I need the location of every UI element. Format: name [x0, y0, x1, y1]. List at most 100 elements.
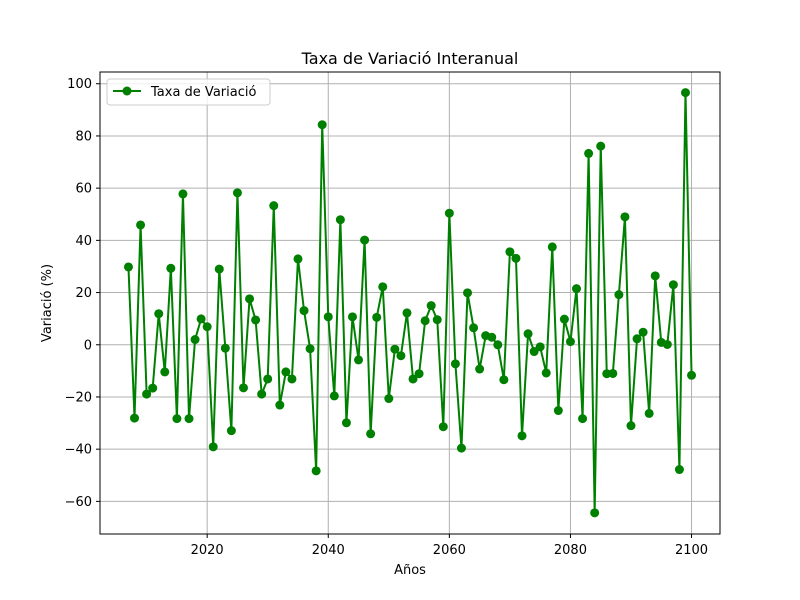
x-tick-label: 2020 — [191, 543, 224, 558]
data-point — [402, 308, 412, 318]
data-point — [220, 343, 230, 353]
data-point — [178, 189, 188, 199]
data-point — [608, 368, 618, 378]
data-point — [347, 312, 357, 322]
legend-label: Taxa de Variació — [150, 85, 256, 100]
grid-layer — [100, 72, 720, 534]
data-point — [620, 212, 630, 222]
data-point — [463, 288, 473, 298]
data-point — [547, 242, 557, 252]
data-point — [590, 508, 600, 518]
x-tick-label: 2040 — [312, 543, 345, 558]
data-point — [172, 414, 182, 424]
y-tick-label: −40 — [65, 443, 92, 458]
y-tick-label: 20 — [75, 286, 92, 301]
y-tick-label: −20 — [65, 390, 92, 405]
data-point — [444, 208, 454, 218]
data-point — [638, 327, 648, 337]
data-point — [142, 389, 152, 399]
data-point — [208, 442, 218, 452]
data-point — [596, 141, 606, 151]
x-tick-label: 2060 — [433, 543, 466, 558]
data-point — [511, 253, 521, 263]
data-point — [323, 312, 333, 322]
data-point — [432, 315, 442, 325]
data-point — [456, 443, 466, 453]
data-point — [281, 367, 291, 377]
data-point — [565, 337, 575, 347]
data-point — [378, 282, 388, 292]
data-point — [505, 247, 515, 257]
y-tick-label: 60 — [75, 182, 92, 197]
data-point — [299, 306, 309, 316]
data-point — [263, 374, 273, 384]
data-point — [384, 394, 394, 404]
data-point — [184, 414, 194, 424]
data-point — [202, 322, 212, 332]
data-point — [475, 364, 485, 374]
data-point — [650, 271, 660, 281]
data-point — [438, 422, 448, 432]
y-tick-label: 80 — [75, 129, 92, 144]
data-point — [226, 426, 236, 436]
data-point — [154, 309, 164, 319]
data-point — [632, 334, 642, 344]
legend-box — [106, 78, 271, 106]
data-point — [329, 391, 339, 401]
data-point — [584, 148, 594, 158]
data-point — [687, 370, 697, 380]
data-point — [559, 314, 569, 324]
data-point — [517, 431, 527, 441]
legend: Taxa de Variació — [106, 78, 271, 106]
data-point — [487, 332, 497, 342]
y-tick-label: 0 — [84, 338, 92, 353]
chart-title: Taxa de Variació Interanual — [301, 49, 519, 68]
data-point — [130, 413, 140, 423]
data-point — [626, 421, 636, 431]
data-point — [293, 254, 303, 264]
data-point — [390, 344, 400, 354]
data-point — [287, 374, 297, 384]
data-point — [578, 414, 588, 424]
data-point — [366, 429, 376, 439]
data-point — [662, 340, 672, 350]
y-tick-label: 40 — [75, 234, 92, 249]
data-point — [160, 367, 170, 377]
plot-frame — [99, 71, 721, 535]
series-layer — [123, 88, 697, 518]
data-point — [360, 235, 370, 245]
data-point — [305, 344, 315, 354]
data-point — [668, 280, 678, 290]
data-point — [214, 264, 224, 274]
data-point — [232, 188, 242, 198]
data-point — [420, 316, 430, 326]
ticks-layer: 2020 2040 2060 2080 2100−60−40−2002040608010… — [65, 77, 709, 558]
x-axis-label: Años — [394, 563, 426, 578]
data-point — [644, 408, 654, 418]
data-point — [354, 355, 364, 365]
x-tick-label: 2080 — [554, 543, 587, 558]
data-point — [408, 374, 418, 384]
data-point — [190, 335, 200, 345]
data-point — [674, 465, 684, 475]
data-point — [166, 263, 176, 273]
data-point — [317, 120, 327, 130]
data-point — [529, 347, 539, 357]
data-point — [541, 368, 551, 378]
data-point — [499, 375, 509, 385]
y-tick-label: 100 — [67, 77, 92, 92]
data-point — [123, 262, 133, 272]
data-point — [136, 220, 146, 230]
data-point — [523, 329, 533, 339]
y-tick-label: −60 — [65, 495, 92, 510]
data-point — [372, 312, 382, 322]
series-line — [127, 91, 693, 514]
data-point — [414, 369, 424, 379]
data-point — [238, 383, 248, 393]
data-point — [450, 359, 460, 369]
data-point — [269, 201, 279, 211]
x-tick-label: 2100 — [675, 543, 708, 558]
data-point — [257, 389, 267, 399]
data-point — [341, 418, 351, 428]
